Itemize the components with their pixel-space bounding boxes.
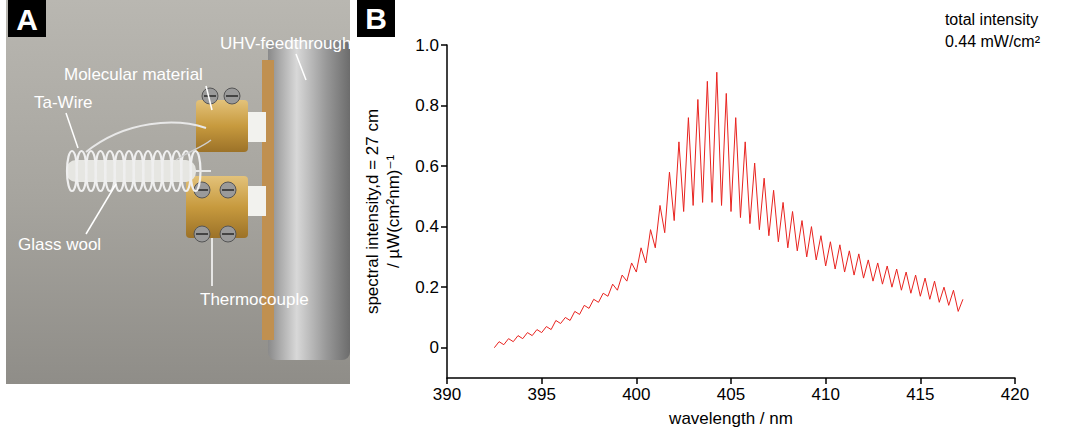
svg-text:A: A	[16, 3, 38, 36]
svg-text:wavelength / nm: wavelength / nm	[668, 409, 793, 428]
svg-text:0.2: 0.2	[415, 278, 439, 297]
svg-text:390: 390	[433, 385, 461, 404]
svg-text:400: 400	[622, 385, 650, 404]
svg-text:spectral intensity,d = 27 cm: spectral intensity,d = 27 cm	[363, 109, 382, 314]
svg-text:1.0: 1.0	[415, 36, 439, 55]
svg-text:Glass wool: Glass wool	[18, 235, 101, 254]
svg-text:420: 420	[1001, 385, 1029, 404]
svg-text:0.44 mW/cm²: 0.44 mW/cm²	[945, 33, 1041, 50]
svg-text:Thermocouple: Thermocouple	[200, 290, 309, 309]
svg-text:395: 395	[527, 385, 555, 404]
svg-text:405: 405	[717, 385, 745, 404]
svg-text:0.4: 0.4	[415, 217, 439, 236]
html-text:B: B	[365, 2, 387, 35]
svg-text:Molecular material: Molecular material	[64, 65, 203, 84]
svg-text:Ta-Wire: Ta-Wire	[34, 93, 93, 112]
svg-text:/ µW(cm²nm)⁻¹: / µW(cm²nm)⁻¹	[384, 155, 403, 269]
svg-text:410: 410	[811, 385, 839, 404]
svg-text:UHV-feedthrough: UHV-feedthrough	[220, 34, 350, 53]
svg-text:total intensity: total intensity	[945, 11, 1038, 28]
svg-text:0: 0	[430, 338, 439, 357]
svg-text:0.6: 0.6	[415, 157, 439, 176]
svg-text:0.8: 0.8	[415, 96, 439, 115]
svg-text:415: 415	[906, 385, 934, 404]
